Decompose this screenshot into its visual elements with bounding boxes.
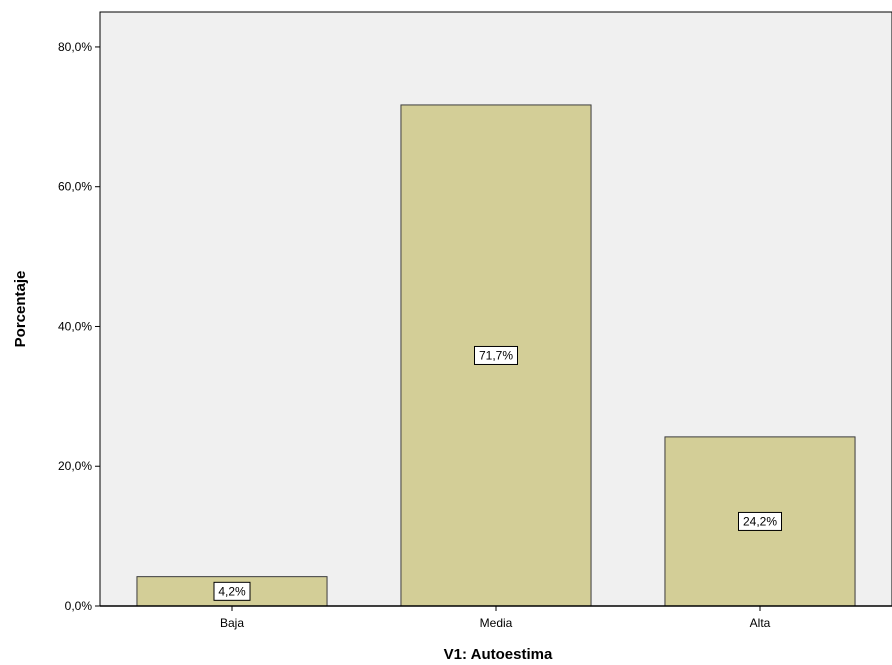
data-label-box (738, 511, 782, 531)
y-tick-label: 0,0% (65, 599, 93, 613)
y-tick-label: 80,0% (58, 40, 92, 54)
y-axis-title: Porcentaje (12, 271, 29, 348)
y-tick-label: 20,0% (58, 459, 92, 473)
data-label: 4,2% (218, 584, 246, 598)
x-tick-label: Baja (220, 616, 244, 630)
x-tick-label: Media (480, 616, 513, 630)
x-axis-title: V1: Autoestima (444, 646, 553, 663)
x-axis: Baja Media Alta (100, 605, 892, 630)
y-tick-label: 60,0% (58, 180, 92, 194)
y-tick-label: 40,0% (58, 319, 92, 333)
data-label-box (213, 581, 251, 601)
data-label-box (474, 345, 518, 365)
data-label: 71,7% (479, 348, 513, 362)
data-label: 24,2% (743, 514, 777, 528)
bars: 4,2% 71,7% 24,2% (136, 104, 856, 607)
y-axis: 0,0% 20,0% 40,0% 60,0% 80,0% (58, 12, 101, 613)
x-tick-label: Alta (750, 616, 771, 630)
